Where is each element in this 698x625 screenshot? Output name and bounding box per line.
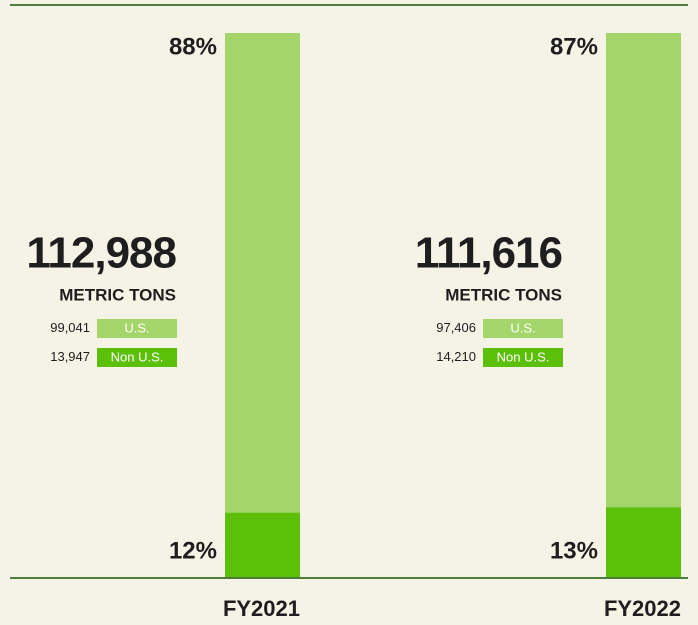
legend-label: Non U.S. xyxy=(111,349,164,364)
x-tick-label: FY2022 xyxy=(604,596,681,621)
value-label: 12% xyxy=(169,537,217,564)
value-label: 13% xyxy=(550,537,598,564)
unit-label: METRIC TONS xyxy=(59,285,176,304)
unit-label: METRIC TONS xyxy=(445,285,562,304)
value-label: 88% xyxy=(169,33,217,60)
legend-label: U.S. xyxy=(124,320,149,335)
value-label: 87% xyxy=(550,33,598,60)
bar-segment xyxy=(225,512,300,578)
amount: 97,406 xyxy=(436,320,476,335)
legend-swatch xyxy=(483,319,563,338)
total: 111,616 xyxy=(415,229,562,278)
bar-segment xyxy=(225,33,300,513)
legend-swatch xyxy=(97,319,177,338)
amount: 13,947 xyxy=(50,349,90,364)
legend-label: U.S. xyxy=(510,320,535,335)
legend-label: Non U.S. xyxy=(497,349,550,364)
legend-swatch xyxy=(97,348,177,367)
amount: 14,210 xyxy=(436,349,476,364)
bar-segment xyxy=(606,507,681,578)
x-tick-label: FY2021 xyxy=(223,596,300,621)
legend-swatch xyxy=(483,348,563,367)
total: 112,988 xyxy=(26,229,176,278)
bar-segment xyxy=(606,33,681,508)
amount: 99,041 xyxy=(50,320,90,335)
